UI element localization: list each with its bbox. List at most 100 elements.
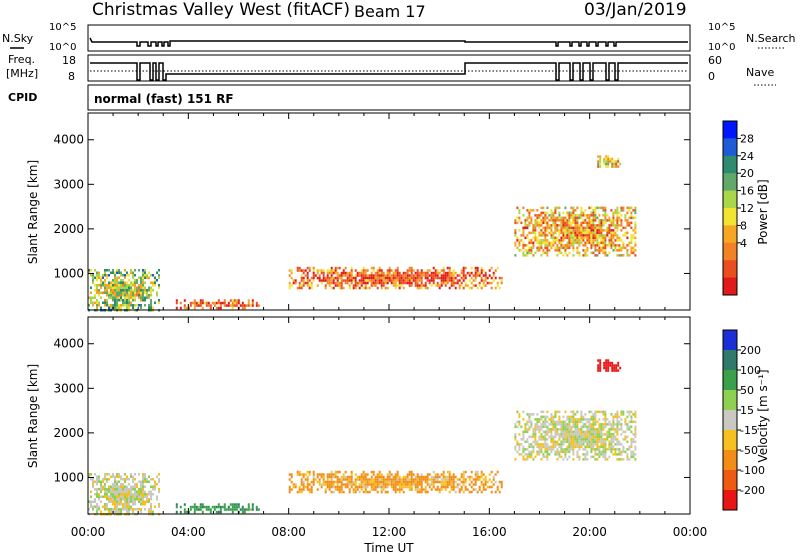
heatmap-cell xyxy=(308,488,311,491)
heatmap-cell xyxy=(596,420,599,424)
heatmap-cell xyxy=(542,455,545,459)
heatmap-cell xyxy=(118,490,120,493)
heatmap-cell xyxy=(428,279,431,282)
heatmap-cell xyxy=(590,433,593,436)
heatmap-cell xyxy=(558,251,561,255)
heatmap-cell xyxy=(611,361,614,365)
heatmap-cell xyxy=(528,455,531,459)
heatmap-cell xyxy=(142,498,144,501)
heatmap-cell xyxy=(582,458,585,461)
heatmap-cell xyxy=(556,433,559,436)
heatmap-cell xyxy=(528,413,531,416)
colorbar-swatch xyxy=(723,430,737,451)
heatmap-cell xyxy=(576,430,579,434)
heatmap-cell xyxy=(542,249,545,252)
heatmap-cell xyxy=(438,284,441,287)
heatmap-cell xyxy=(542,420,545,424)
heatmap-cell xyxy=(574,435,577,439)
heatmap-cell xyxy=(622,241,625,245)
heatmap-cell xyxy=(302,483,305,486)
heatmap-cell xyxy=(380,271,383,275)
heatmap-cell xyxy=(116,301,118,304)
heatmap-cell xyxy=(128,483,130,486)
heatmap-cell xyxy=(414,279,417,282)
heatmap-cell xyxy=(564,440,567,444)
heatmap-cell xyxy=(150,299,152,302)
heatmap-cell xyxy=(530,219,533,222)
heatmap-cell xyxy=(370,281,373,285)
heatmap-cell xyxy=(294,483,297,486)
heatmap-cell xyxy=(146,289,148,292)
heatmap-cell xyxy=(108,304,110,307)
heatmap-cell xyxy=(120,294,122,297)
heatmap-cell xyxy=(578,443,581,446)
heatmap-cell xyxy=(444,475,447,479)
heatmap-cell xyxy=(370,480,373,484)
heatmap-cell xyxy=(364,279,367,282)
heatmap-cell xyxy=(594,420,597,424)
heatmap-cell xyxy=(520,443,523,446)
heatmap-cell xyxy=(580,410,583,414)
heatmap-cell xyxy=(514,244,517,247)
heatmap-cell xyxy=(604,438,607,441)
heatmap-cell xyxy=(518,211,521,215)
heatmap-cell xyxy=(530,216,533,220)
heatmap-cell xyxy=(396,483,399,486)
heatmap-cell xyxy=(580,226,583,230)
heatmap-cell xyxy=(436,284,439,287)
heatmap-cell xyxy=(128,510,130,513)
heatmap-cell xyxy=(102,480,104,483)
heatmap-cell xyxy=(580,241,583,245)
heatmap-cell xyxy=(542,251,545,255)
heatmap-cell xyxy=(328,483,331,486)
heatmap-cell xyxy=(514,254,517,257)
heatmap-cell xyxy=(350,475,353,479)
heatmap-cell xyxy=(617,165,620,168)
heatmap-cell xyxy=(308,490,311,494)
heatmap-cell xyxy=(440,473,443,476)
heatmap-cell xyxy=(524,425,527,429)
heatmap-cell xyxy=(126,488,128,491)
heatmap-cell xyxy=(614,423,617,426)
heatmap-cell xyxy=(148,498,150,501)
heatmap-cell xyxy=(402,478,405,481)
heatmap-cell xyxy=(602,423,605,426)
heatmap-cell xyxy=(598,453,601,456)
heatmap-cell xyxy=(634,420,637,424)
heatmap-cell xyxy=(622,413,625,416)
heatmap-cell xyxy=(610,239,613,242)
heatmap-cell xyxy=(608,423,611,426)
heatmap-cell xyxy=(288,284,291,287)
heatmap-cell xyxy=(582,236,585,240)
heatmap-cell xyxy=(450,271,453,275)
heatmap-cell xyxy=(572,246,575,250)
heatmap-cell xyxy=(590,241,593,245)
heatmap-cell xyxy=(540,229,543,232)
heatmap-cell xyxy=(408,279,411,282)
heatmap-cell xyxy=(632,246,635,250)
heatmap-cell xyxy=(580,430,583,434)
heatmap-cell xyxy=(306,478,309,481)
heatmap-cell xyxy=(118,271,120,274)
heatmap-cell xyxy=(448,269,451,272)
heatmap-cell xyxy=(556,216,559,220)
heatmap-cell xyxy=(599,369,602,372)
heatmap-cell xyxy=(540,234,543,237)
colorbar-tick-label: -100 xyxy=(740,464,765,477)
heatmap-cell xyxy=(630,236,633,240)
heatmap-cell xyxy=(456,281,459,285)
heatmap-cell xyxy=(108,286,110,289)
heatmap-cell xyxy=(554,420,557,424)
heatmap-cell xyxy=(524,423,527,426)
heatmap-cell xyxy=(556,249,559,252)
heatmap-cell xyxy=(118,510,120,513)
heatmap-cell xyxy=(615,364,618,367)
heatmap-cell xyxy=(568,221,571,225)
heatmap-cell xyxy=(610,221,613,225)
heatmap-cell xyxy=(518,445,521,449)
heatmap-cell xyxy=(398,276,401,280)
heatmap-cell xyxy=(570,420,573,424)
heatmap-cell xyxy=(472,483,475,486)
heatmap-cell xyxy=(474,483,477,486)
heatmap-cell xyxy=(158,480,160,483)
